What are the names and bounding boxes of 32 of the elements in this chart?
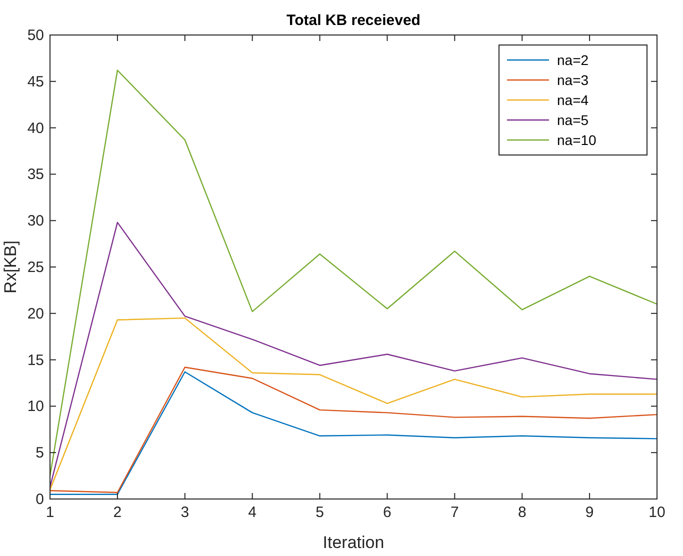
y-tick-label: 20	[27, 305, 44, 322]
chart-title: Total KB receieved	[286, 12, 420, 29]
y-tick-label: 50	[27, 27, 44, 44]
x-tick-label: 3	[180, 504, 190, 521]
legend-label: na=3	[557, 72, 589, 88]
x-tick-label: 7	[450, 504, 459, 521]
x-tick-label: 8	[518, 504, 526, 521]
y-tick-label: 45	[27, 73, 44, 90]
y-tick-label: 25	[27, 259, 44, 276]
y-tick-label: 15	[27, 352, 44, 369]
x-tick-label: 2	[113, 504, 122, 521]
y-tick-label: 40	[27, 120, 44, 137]
y-tick-label: 0	[36, 491, 44, 508]
y-axis-title: Rx[KB]	[1, 240, 20, 294]
legend-label: na=4	[557, 92, 589, 108]
line-series	[49, 317, 658, 490]
x-axis-title: Iteration	[322, 533, 384, 552]
y-tick-label: 35	[27, 166, 44, 184]
legend-label: na=10	[557, 132, 597, 148]
x-tick-label: 1	[46, 504, 54, 521]
x-tick-label: 4	[248, 504, 257, 521]
legend-label: na=2	[557, 52, 589, 68]
x-tick-label: 5	[316, 504, 324, 521]
line-series	[49, 222, 658, 488]
x-tick-label: 9	[585, 504, 594, 521]
line-series	[49, 70, 658, 476]
y-tick-label: 30	[27, 212, 44, 230]
legend-label: na=5	[557, 112, 589, 128]
x-tick-label: 6	[383, 504, 392, 521]
x-tick-label: 10	[648, 504, 666, 521]
y-tick-label: 10	[27, 398, 44, 416]
y-tick-label: 5	[36, 444, 44, 462]
